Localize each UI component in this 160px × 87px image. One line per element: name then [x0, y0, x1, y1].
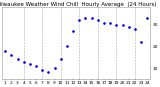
Title: Milwaukee Weather Wind Chill  Hourly Average  (24 Hours): Milwaukee Weather Wind Chill Hourly Aver… — [0, 2, 157, 7]
